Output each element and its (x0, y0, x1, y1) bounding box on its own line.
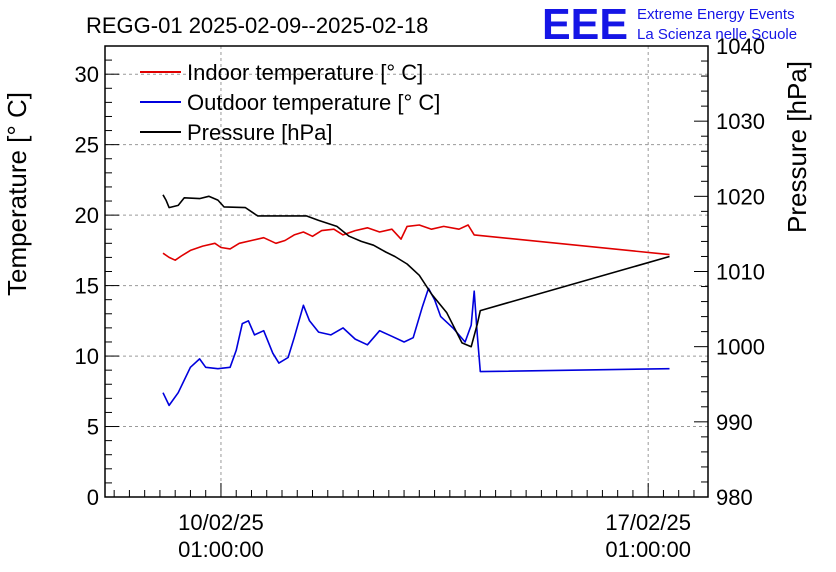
left-tick-label: 30 (75, 62, 99, 87)
right-tick-label: 1030 (716, 109, 765, 134)
left-tick-label: 10 (75, 344, 99, 369)
left-tick-label: 5 (87, 415, 99, 440)
legend: Indoor temperature [° C] Outdoor temperat… (140, 60, 440, 145)
left-axis-label: Temperature [° C] (2, 92, 32, 296)
legend-label: Pressure [hPa] (187, 120, 333, 145)
left-tick-label: 15 (75, 274, 99, 299)
eee-logo-line2: La Scienza nelle Scuole (637, 26, 797, 43)
legend-label: Outdoor temperature [° C] (187, 90, 440, 115)
outdoor-temperature-line (162, 287, 670, 407)
left-tick-label: 25 (75, 133, 99, 158)
series-group (162, 194, 670, 407)
left-tick-label: 0 (87, 485, 99, 510)
right-axis: 980 990 1000 1010 1020 1030 1040 (694, 34, 765, 510)
legend-label: Indoor temperature [° C] (187, 60, 423, 85)
x-tick-label-date: 10/02/25 (178, 510, 264, 535)
indoor-temperature-line (162, 224, 670, 262)
right-tick-label: 1020 (716, 184, 765, 209)
x-tick-label-date: 17/02/25 (605, 510, 691, 535)
x-tick-label-time: 01:00:00 (605, 537, 691, 562)
x-tick-label-time: 01:00:00 (178, 537, 264, 562)
chart-title: REGG-01 2025-02-09--2025-02-18 (86, 13, 428, 38)
eee-logo-line1: Extreme Energy Events (637, 6, 795, 23)
right-axis-label: Pressure [hPa] (782, 61, 812, 233)
eee-logo: EEE Extreme Energy Events La Scienza nel… (542, 0, 797, 49)
right-tick-label: 1040 (716, 34, 765, 59)
eee-logo-text: EEE (542, 0, 628, 49)
right-tick-label: 980 (716, 485, 753, 510)
right-tick-label: 1000 (716, 335, 765, 360)
grid (105, 46, 708, 497)
pressure-line (162, 194, 670, 348)
left-tick-label: 20 (75, 203, 99, 228)
right-tick-label: 990 (716, 410, 753, 435)
left-axis: 0 5 10 15 20 25 30 (75, 45, 119, 510)
right-tick-label: 1010 (716, 260, 765, 285)
